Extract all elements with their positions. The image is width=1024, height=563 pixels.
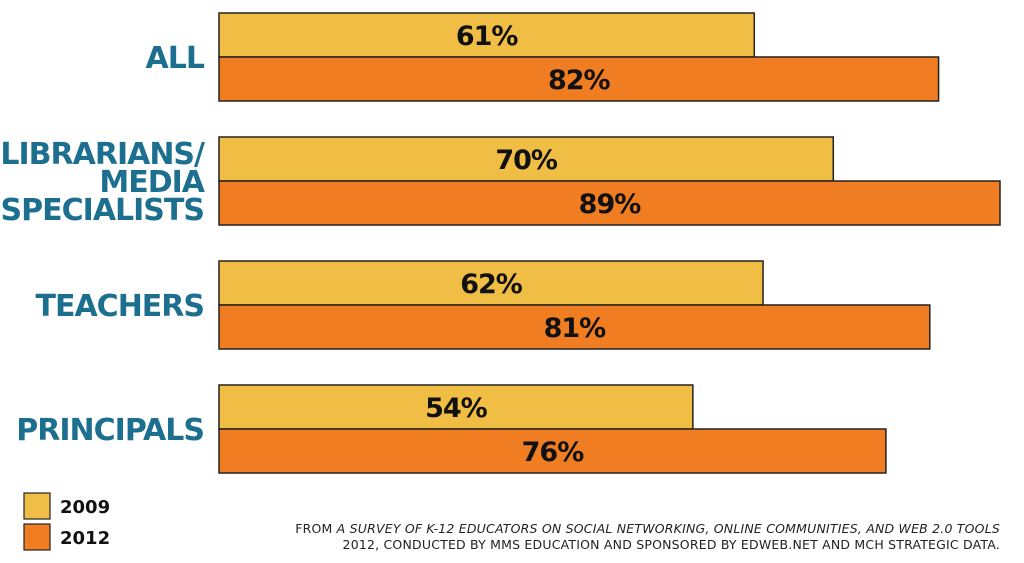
category-label-2: LIBRARIANS/MEDIA SPECIALISTS (0, 137, 205, 228)
bar-label-2012-3: 81% (544, 313, 607, 344)
bar-2012-2 (218, 180, 1001, 226)
category-label-3: TEACHERS (36, 289, 205, 324)
category-label-1: ALL (146, 41, 205, 76)
bar-label-2009-4: 54% (425, 393, 488, 424)
category-label-4: PRINCIPALS (16, 413, 204, 448)
legend-swatch-2009 (23, 492, 51, 520)
source-line-2: 2012, CONDUCTED BY MMS EDUCATION AND SPO… (342, 537, 1000, 552)
bar-label-2012-4: 76% (522, 437, 585, 468)
source-note: FROM A SURVEY OF K-12 EDUCATORS ON SOCIA… (200, 521, 1000, 553)
source-line-1: FROM A SURVEY OF K-12 EDUCATORS ON SOCIA… (200, 521, 1000, 537)
source-title: A SURVEY OF K-12 EDUCATORS ON SOCIAL NET… (336, 521, 1000, 536)
bar-2012-4 (218, 428, 887, 474)
legend-label-2009: 2009 (60, 497, 110, 518)
bar-label-2012-2: 89% (579, 189, 642, 220)
bar-label-2009-1: 61% (456, 21, 519, 52)
bar-label-2009-3: 62% (460, 269, 523, 300)
legend-swatch-2012 (23, 523, 51, 551)
bar-2012-1 (218, 56, 940, 102)
bar-2009-2 (218, 136, 835, 182)
bar-label-2012-1: 82% (548, 65, 611, 96)
bar-2012-3 (218, 304, 931, 350)
source-prefix: FROM (295, 521, 337, 536)
bar-label-2009-2: 70% (495, 145, 558, 176)
bar-2009-1 (218, 12, 756, 58)
legend-label-2012: 2012 (60, 528, 110, 549)
